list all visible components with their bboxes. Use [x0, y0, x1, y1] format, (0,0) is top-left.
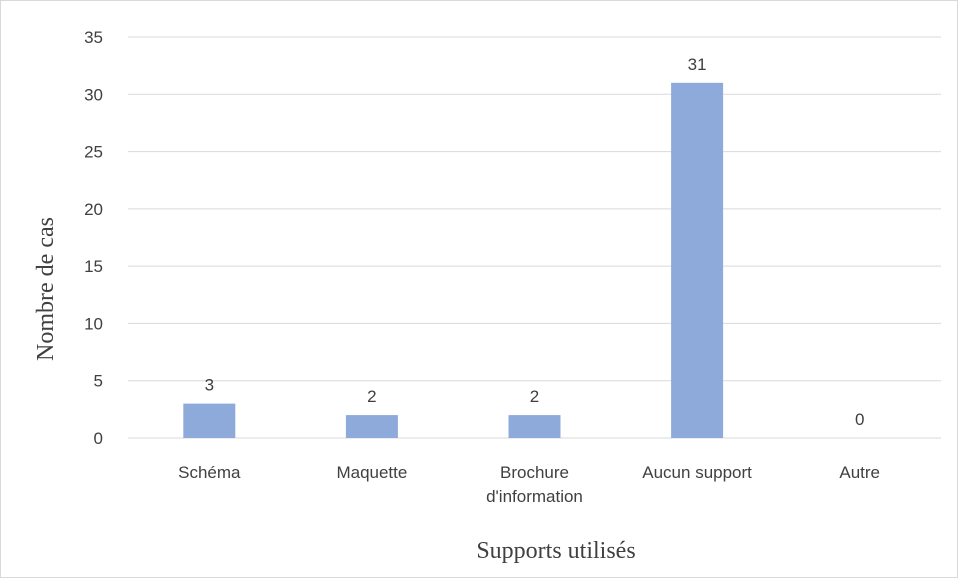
data-label: 3 [205, 376, 214, 395]
x-tick-label-line: Maquette [336, 463, 407, 482]
x-tick-label-line: Brochure [500, 463, 569, 482]
y-tick-label: 30 [84, 85, 103, 104]
x-tick-label-line: d'information [486, 487, 583, 506]
data-labels: 3 2 2 31 0 [205, 55, 865, 429]
x-tick-label: Maquette [336, 463, 407, 482]
y-tick-label: 15 [84, 257, 103, 276]
gridlines [128, 36, 941, 439]
y-tick-label: 5 [94, 372, 103, 391]
y-axis-tick-labels: 0 5 10 15 20 25 30 35 [84, 28, 103, 448]
data-label: 31 [688, 55, 707, 74]
bar [183, 403, 236, 438]
bar [671, 82, 724, 438]
y-axis-title: Nombre de cas [33, 217, 59, 361]
x-tick-label-line: Schéma [178, 463, 241, 482]
bars [183, 82, 724, 438]
bar [345, 415, 398, 438]
y-tick-label: 0 [94, 429, 103, 448]
x-tick-label-line: Autre [839, 463, 880, 482]
x-tick-label-line: Aucun support [642, 463, 752, 482]
x-axis-title: Supports utilisés [476, 538, 635, 564]
x-tick-label: Autre [839, 463, 880, 482]
y-tick-label: 10 [84, 314, 103, 333]
data-label: 2 [530, 387, 539, 406]
data-label: 2 [367, 387, 376, 406]
bar [508, 415, 561, 438]
data-label: 0 [855, 410, 864, 429]
x-axis-tick-labels: Schéma Maquette Brochure d'information Aucun… [178, 463, 880, 506]
y-tick-label: 35 [84, 28, 103, 47]
x-tick-label: Schéma [178, 463, 241, 482]
x-tick-label: Aucun support [642, 463, 752, 482]
x-tick-label: Brochure d'information [486, 463, 583, 506]
y-tick-label: 25 [84, 143, 103, 162]
y-tick-label: 20 [84, 200, 103, 219]
